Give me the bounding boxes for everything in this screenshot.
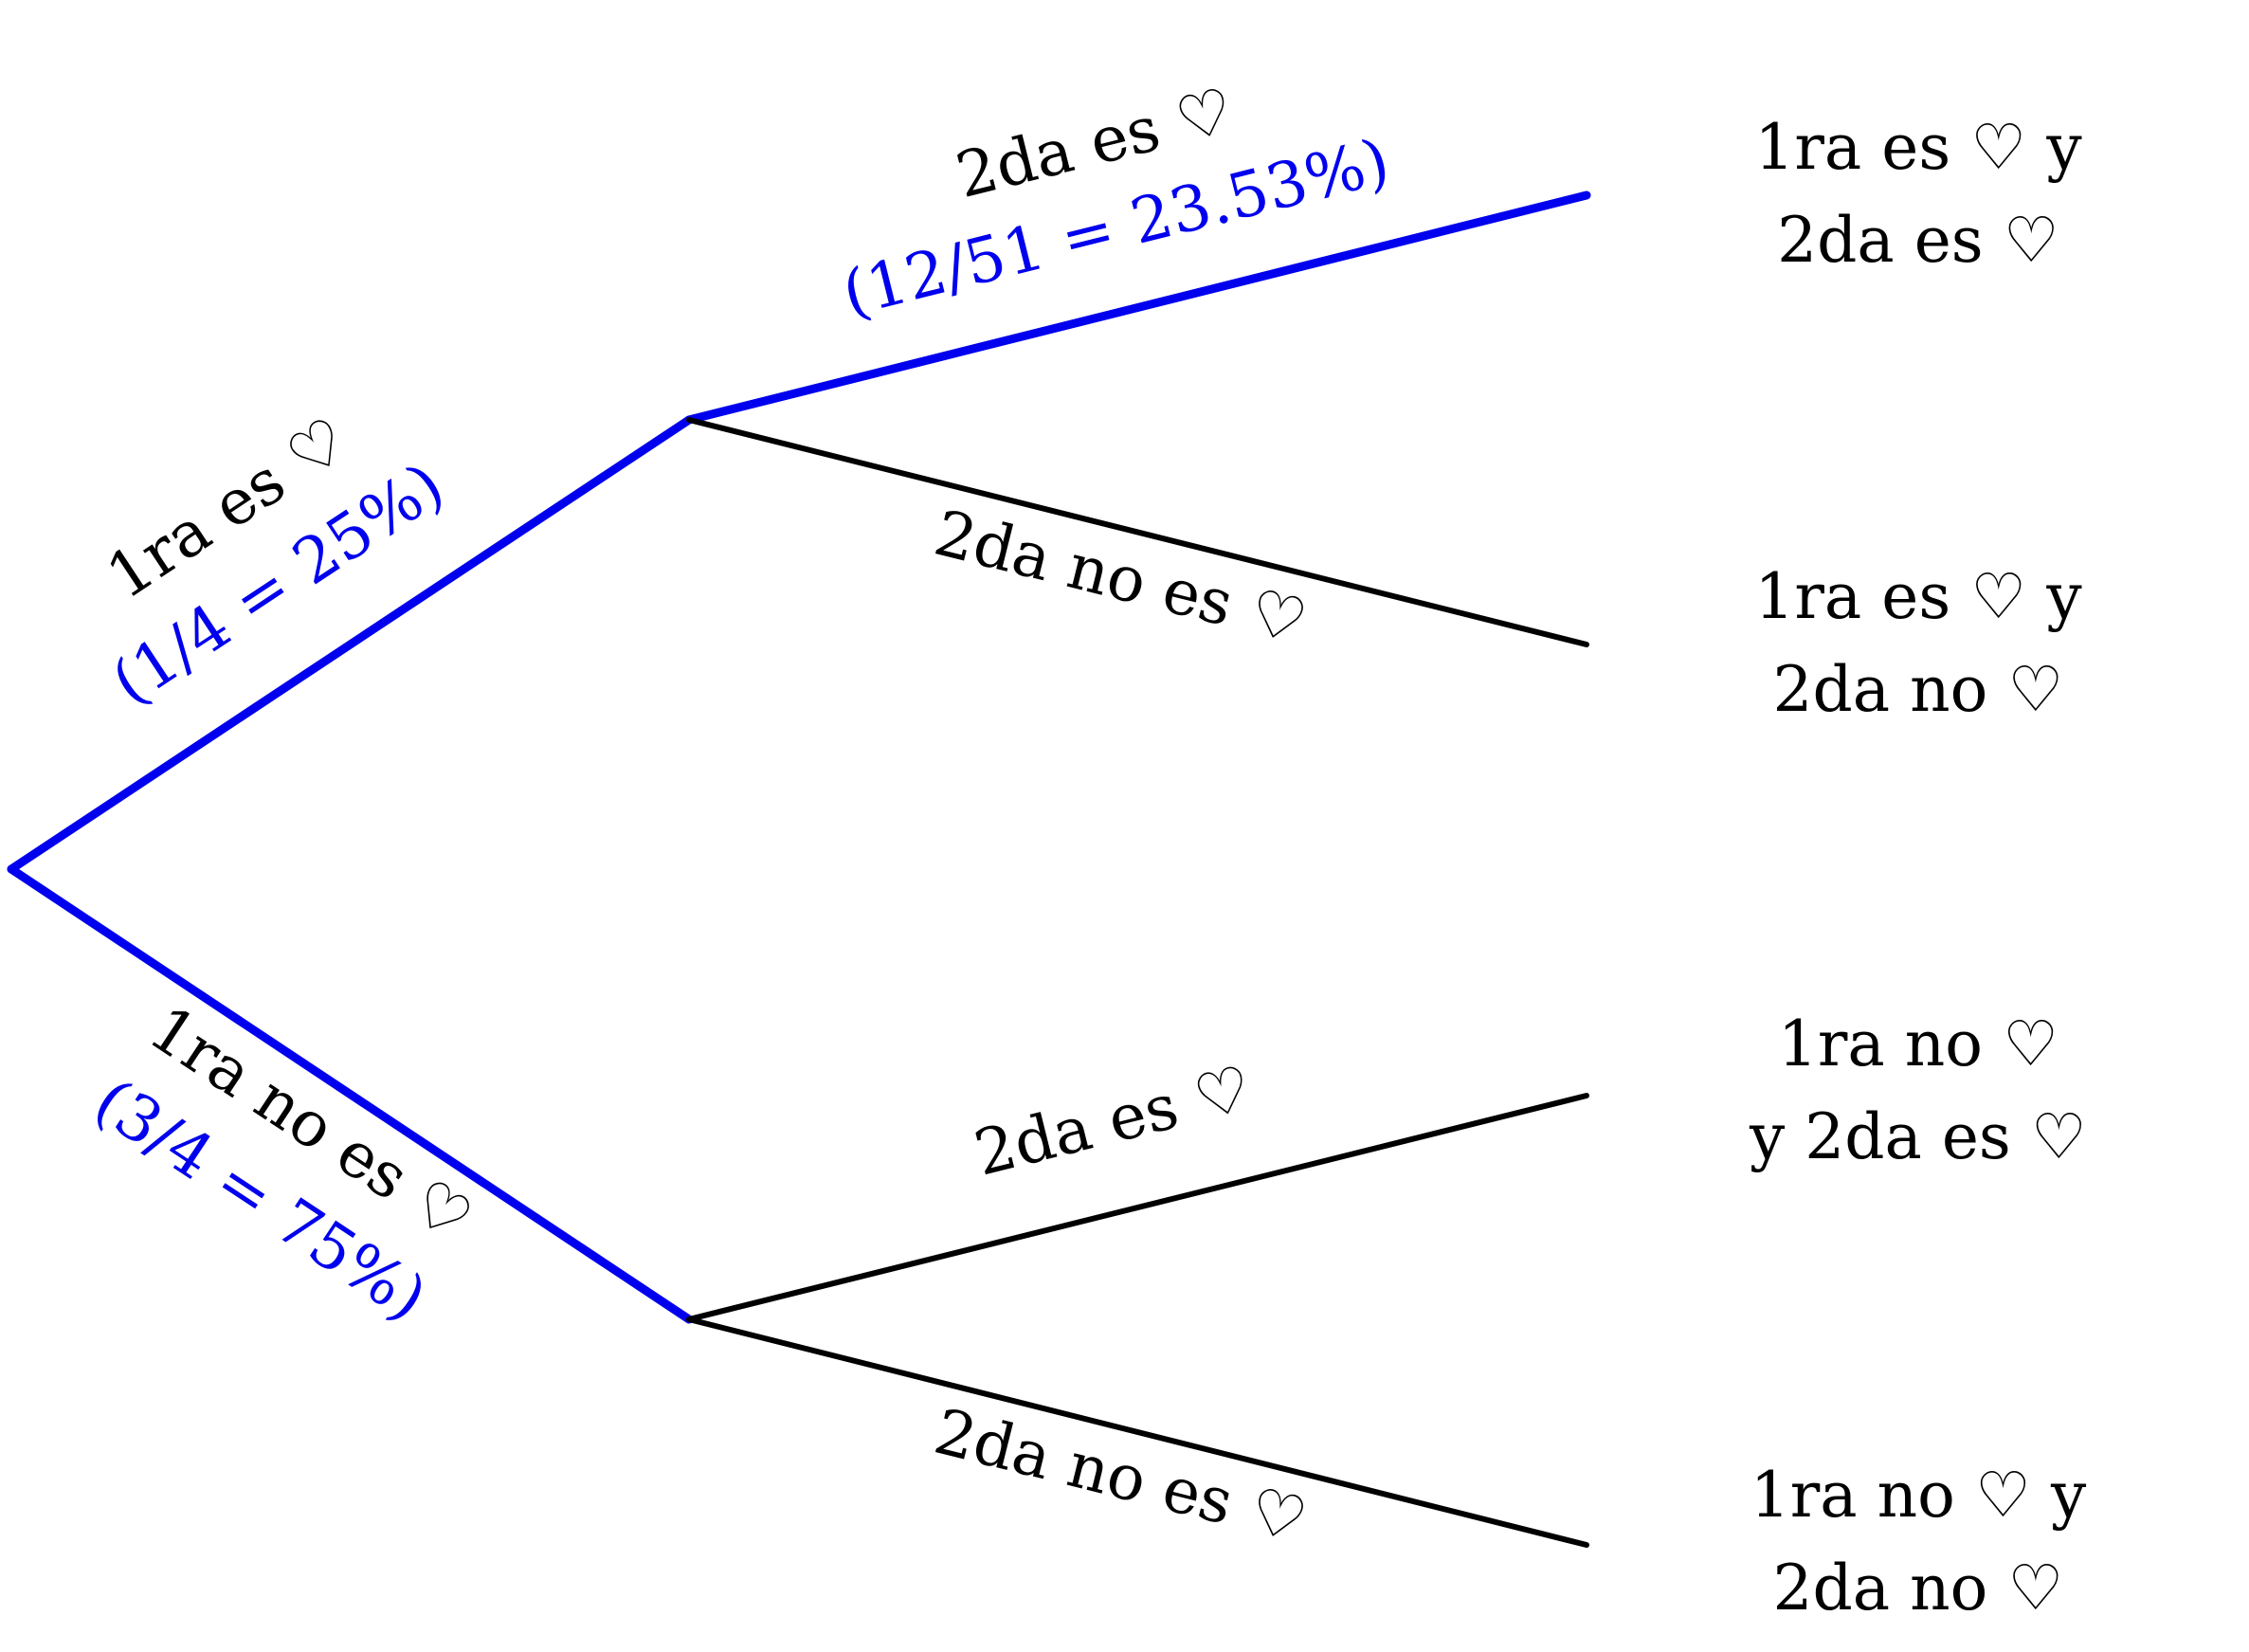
outcome-line: 2da no ♡: [1773, 1552, 2064, 1625]
label-second-heart-lower: 2da es ♡: [968, 1051, 1259, 1190]
outcome-heart-heart: 1ra es ♡ y 2da es ♡: [1754, 111, 2082, 277]
outcome-line: 2da no ♡: [1773, 653, 2064, 726]
branch-second-not-heart-lower: [686, 1316, 1589, 1548]
outcome-line: 1ra no ♡: [1778, 1008, 2059, 1080]
outcome-heart-not-heart: 1ra es ♡ y 2da no ♡: [1754, 560, 2082, 726]
outcome-line: y 2da es ♡: [1749, 1100, 2087, 1173]
branch-second-heart-upper: [684, 191, 1591, 425]
outcome-line: 1ra no ♡ y: [1750, 1459, 2087, 1532]
outcome-line: 2da es ♡: [1777, 204, 2059, 277]
label-second-not-heart-lower: 2da no es ♡: [928, 1395, 1315, 1558]
outcome-not-heart-not-heart: 1ra no ♡ y 2da no ♡: [1750, 1459, 2087, 1625]
label-second-not-heart-upper: 2da no es ♡: [928, 497, 1315, 660]
branch-second-heart-lower: [686, 1093, 1589, 1322]
outcome-line: 1ra es ♡ y: [1754, 111, 2082, 184]
branch-first-heart: [7, 415, 694, 874]
outcome-not-heart-heart: 1ra no ♡ y 2da es ♡: [1749, 1008, 2087, 1173]
branch-second-not-heart-upper: [686, 417, 1589, 647]
branch-first-not-heart: [7, 864, 694, 1324]
outcome-line: 1ra es ♡ y: [1754, 560, 2082, 633]
